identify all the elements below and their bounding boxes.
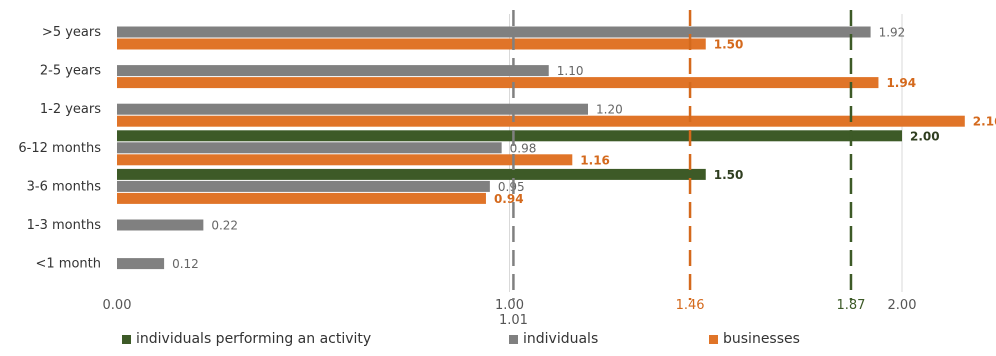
bar: [117, 142, 502, 154]
bar: [117, 192, 486, 204]
bar: [117, 258, 165, 270]
bar: [117, 168, 706, 180]
category-label: 6-12 months: [18, 141, 101, 156]
category-label: 1-2 years: [40, 102, 101, 117]
data-label: 0.98: [510, 141, 537, 155]
bar: [117, 103, 588, 115]
category-label: 1-3 months: [27, 218, 102, 233]
x-tick-label: 0.00: [103, 298, 132, 313]
legend-swatch: [509, 334, 518, 344]
data-label: 0.22: [211, 219, 238, 233]
reference-line-label: 1.01: [499, 313, 528, 328]
data-label: 2.16: [973, 115, 996, 129]
data-label: 1.16: [580, 153, 610, 167]
legend-label: individuals: [523, 331, 599, 347]
bar: [117, 130, 902, 142]
data-label: 1.92: [879, 26, 906, 40]
legend-item-individuals-performing-activity: individuals performing an activity: [122, 331, 371, 347]
reference-line-label: 1.46: [676, 298, 705, 313]
data-label: 2.00: [910, 129, 940, 143]
reference-line-label: 1.87: [836, 298, 865, 313]
bar: [117, 154, 573, 166]
bar: [117, 65, 549, 77]
data-label: 1.20: [596, 103, 623, 117]
legend-item-businesses: businesses: [709, 331, 800, 347]
bar: [117, 26, 871, 38]
legend-item-individuals: individuals: [509, 331, 598, 347]
legend-label: businesses: [723, 331, 800, 347]
data-label: 1.50: [714, 168, 744, 182]
bar: [117, 180, 490, 192]
legend-label: individuals performing an activity: [136, 331, 372, 347]
data-label: 0.95: [498, 180, 525, 194]
data-label: 1.10: [557, 64, 584, 78]
x-tick-label: 2.00: [888, 298, 917, 313]
category-label: 2-5 years: [40, 64, 101, 79]
legend-swatch: [709, 334, 718, 344]
x-tick-label: 1.00: [495, 298, 524, 313]
bar: [117, 77, 879, 89]
data-label: 1.94: [886, 76, 916, 90]
category-label: 3-6 months: [27, 179, 102, 194]
category-label: <1 month: [36, 257, 102, 272]
bar: [117, 219, 204, 231]
legend-swatch: [122, 334, 131, 344]
data-label: 0.94: [494, 192, 524, 206]
category-label: >5 years: [42, 25, 101, 40]
bar: [117, 38, 706, 50]
data-label: 0.12: [172, 257, 199, 271]
bar: [117, 115, 965, 127]
chart-legend: individuals performing an activity indiv…: [0, 331, 996, 351]
data-label: 1.50: [714, 38, 744, 52]
